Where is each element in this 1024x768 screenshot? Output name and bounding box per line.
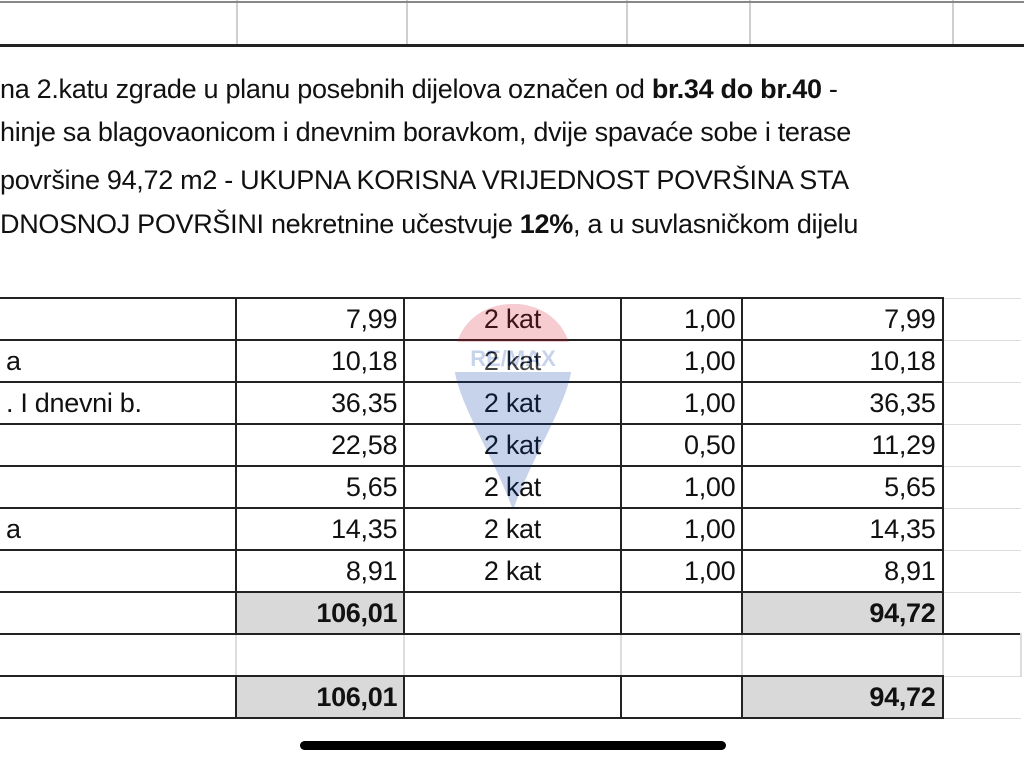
room-name-cell[interactable]: a (0, 507, 237, 551)
room-area-table: 7,99 2 kat 1,00 7,99 a 10,18 2 kat 1,00 10,18. I… (0, 297, 1022, 719)
room-name-cell[interactable] (0, 297, 237, 341)
floor-cell[interactable]: 2 kat (403, 465, 622, 509)
grid-line (749, 0, 751, 45)
table-row: a 10,18 2 kat 1,00 10,18 (0, 339, 1021, 383)
area-cell[interactable]: 36,35 (234, 381, 406, 425)
subtotal-row: 106,01 94,72 (0, 591, 1021, 635)
empty-cell[interactable] (941, 591, 1021, 635)
description-line-1: na 2.katu zgrade u planu posebnih dijelo… (0, 74, 838, 105)
empty-cell[interactable] (619, 591, 744, 635)
net-area-cell[interactable]: 10,18 (741, 339, 944, 383)
net-area-cell[interactable]: 36,35 (741, 381, 944, 425)
total-net-area-cell[interactable]: 94,72 (741, 675, 944, 719)
empty-cell[interactable] (941, 549, 1021, 593)
label-cell[interactable] (0, 675, 237, 719)
empty-cell[interactable] (941, 339, 1021, 383)
net-area-cell[interactable]: 5,65 (741, 465, 944, 509)
room-name-cell[interactable]: a (0, 339, 237, 383)
total-row: 106,01 94,72 (0, 675, 1021, 719)
room-name-cell[interactable] (0, 423, 237, 467)
empty-cell[interactable] (941, 297, 1021, 341)
description-line-3: površine 94,72 m2 - UKUPNA KORISNA VRIJE… (0, 165, 849, 195)
floor-cell[interactable]: 2 kat (403, 339, 622, 383)
empty-cell[interactable] (941, 675, 1021, 719)
total-area-cell[interactable]: 106,01 (234, 591, 406, 635)
table-row: 5,65 2 kat 1,00 5,65 (0, 465, 1021, 509)
room-name-cell[interactable]: . I dnevni b. (0, 381, 237, 425)
home-indicator[interactable] (300, 741, 726, 750)
empty-cell[interactable] (403, 675, 622, 719)
empty-cell[interactable] (403, 591, 622, 635)
floor-cell[interactable]: 2 kat (403, 507, 622, 551)
net-area-cell[interactable]: 11,29 (741, 423, 944, 467)
share-percent: 12% (519, 209, 573, 239)
empty-cell[interactable] (941, 423, 1021, 467)
table-row: 22,58 2 kat 0,50 11,29 (0, 423, 1021, 467)
total-area-cell[interactable]: 106,01 (234, 675, 406, 719)
table-row: a 14,35 2 kat 1,00 14,35 (0, 507, 1021, 551)
coefficient-cell[interactable]: 1,00 (619, 507, 744, 551)
area-cell[interactable]: 22,58 (234, 423, 406, 467)
empty-cell[interactable] (234, 633, 406, 677)
area-cell[interactable]: 10,18 (234, 339, 406, 383)
floor-cell[interactable]: 2 kat (403, 381, 622, 425)
coefficient-cell[interactable]: 0,50 (619, 423, 744, 467)
description-line-4: DNOSNOJ POVRŠINI nekretnine učestvuje 12… (0, 209, 858, 240)
area-cell[interactable]: 14,35 (234, 507, 406, 551)
section-border (0, 44, 1024, 47)
floor-cell[interactable]: 2 kat (403, 297, 622, 341)
table-row: 8,91 2 kat 1,00 8,91 (0, 549, 1021, 593)
text: - (821, 74, 838, 104)
empty-cell[interactable] (403, 633, 622, 677)
grid-line (236, 0, 238, 45)
total-net-area-cell[interactable]: 94,72 (741, 591, 944, 635)
net-area-cell[interactable]: 7,99 (741, 297, 944, 341)
grid-line (626, 0, 628, 45)
area-cell[interactable]: 8,91 (234, 549, 406, 593)
coefficient-cell[interactable]: 1,00 (619, 297, 744, 341)
area-cell[interactable]: 5,65 (234, 465, 406, 509)
net-area-cell[interactable]: 8,91 (741, 549, 944, 593)
grid-line (406, 0, 408, 45)
empty-cell[interactable] (619, 633, 744, 677)
description-line-2: hinje sa blagovaonicom i dnevnim boravko… (0, 117, 851, 147)
section-border (0, 1, 1024, 3)
table-row: . I dnevni b. 36,35 2 kat 1,00 36,35 (0, 381, 1021, 425)
unit-range: br.34 do br.40 (651, 74, 822, 104)
coefficient-cell[interactable]: 1,00 (619, 465, 744, 509)
empty-cell[interactable] (619, 675, 744, 719)
coefficient-cell[interactable]: 1,00 (619, 549, 744, 593)
coefficient-cell[interactable]: 1,00 (619, 381, 744, 425)
text: na 2.katu zgrade u planu posebnih dijelo… (0, 74, 652, 104)
empty-cell[interactable] (941, 465, 1021, 509)
room-name-cell[interactable] (0, 465, 237, 509)
floor-cell[interactable]: 2 kat (403, 423, 622, 467)
table-row: 7,99 2 kat 1,00 7,99 (0, 297, 1021, 341)
empty-cell[interactable] (941, 381, 1021, 425)
empty-cell[interactable] (941, 507, 1021, 551)
room-name-cell[interactable] (0, 549, 237, 593)
text: DNOSNOJ POVRŠINI nekretnine učestvuje (0, 209, 520, 239)
empty-cell[interactable] (0, 633, 237, 677)
empty-cell[interactable] (741, 633, 944, 677)
floor-cell[interactable]: 2 kat (403, 549, 622, 593)
area-cell[interactable]: 7,99 (234, 297, 406, 341)
coefficient-cell[interactable]: 1,00 (619, 339, 744, 383)
grid-line (952, 0, 954, 45)
text: , a u suvlasničkom dijelu (572, 209, 859, 239)
label-cell[interactable] (0, 591, 237, 635)
net-area-cell[interactable]: 14,35 (741, 507, 944, 551)
empty-cell[interactable] (941, 633, 1022, 677)
blank-row (0, 633, 1022, 677)
